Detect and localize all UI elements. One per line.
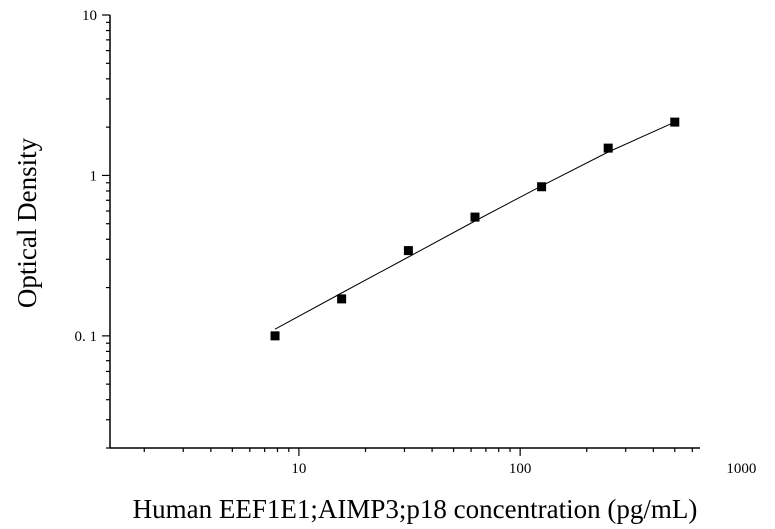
data-point bbox=[603, 143, 613, 153]
x-ticks: 10 100 1000 bbox=[143, 448, 756, 477]
y-axis-label: Optical Density bbox=[12, 137, 42, 308]
y-tick-label: 0. 1 bbox=[75, 329, 98, 345]
x-tick-label: 1000 bbox=[726, 461, 756, 477]
data-point bbox=[337, 294, 347, 304]
axes bbox=[109, 15, 700, 449]
fit-curve-group bbox=[274, 121, 676, 330]
data-point bbox=[270, 331, 280, 341]
x-tick-label: 10 bbox=[291, 461, 306, 477]
data-point bbox=[470, 212, 480, 222]
y-tick-label: 1 bbox=[90, 168, 98, 184]
x-axis-label: Human EEF1E1;AIMP3;p18 concentration (pg… bbox=[133, 494, 698, 524]
data-points bbox=[270, 117, 680, 341]
y-tick-label: 10 bbox=[82, 8, 97, 24]
data-point bbox=[670, 117, 680, 127]
data-point bbox=[403, 246, 413, 256]
fit-curve bbox=[274, 121, 676, 330]
x-tick-label: 100 bbox=[509, 461, 532, 477]
y-ticks: 0. 1 1 10 bbox=[75, 8, 110, 449]
data-point bbox=[537, 182, 547, 192]
